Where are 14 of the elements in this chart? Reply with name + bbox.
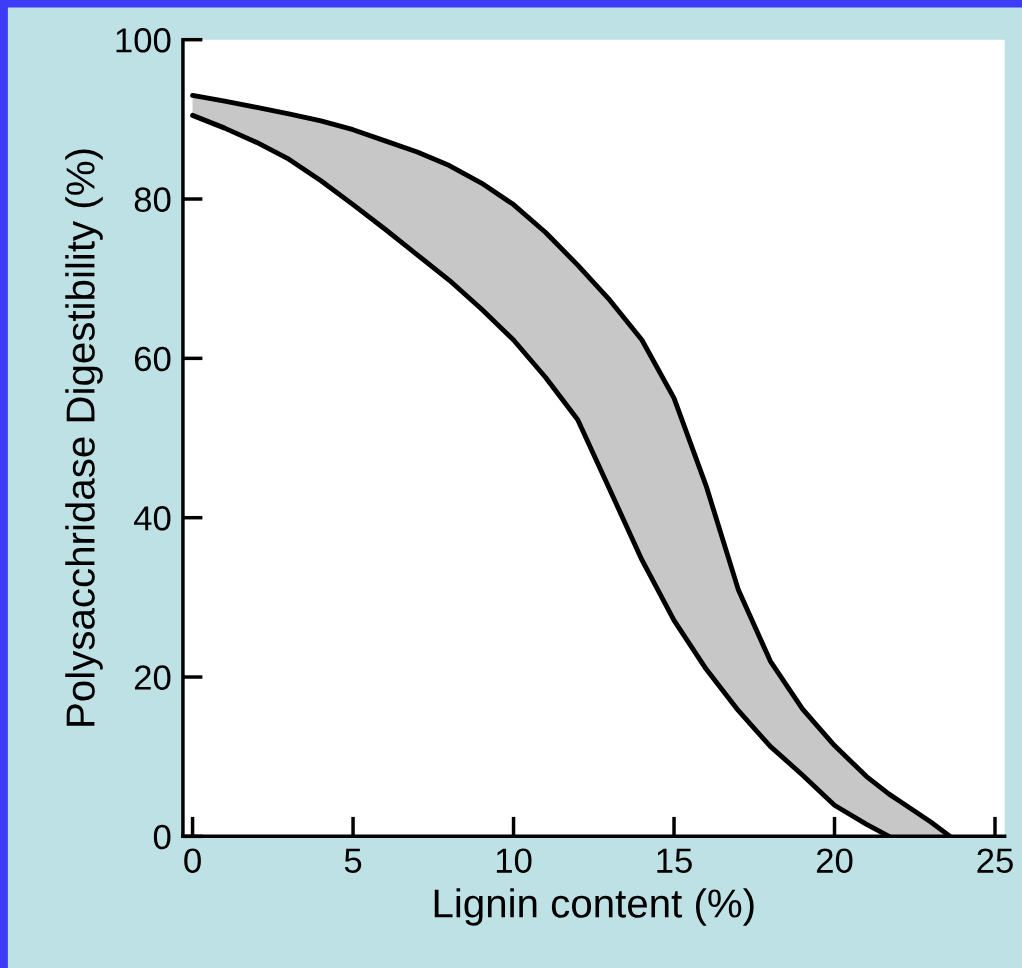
x-tick-label: 25 [977,848,1013,873]
y-tick-label: 80 [134,187,171,212]
x-tick-label: 10 [496,848,532,873]
y-tick-label: 0 [153,824,171,850]
x-tick-label: 20 [816,848,853,873]
x-tick-label: 5 [344,848,362,873]
y-tick-label: 20 [134,665,171,690]
x-axis-title: Lignin content (%) [434,888,754,926]
y-axis-title: Polysacchridase Digestibility (%) [65,149,103,726]
y-tick-label: 40 [134,506,171,531]
y-tick-label: 60 [134,346,171,372]
x-tick-label: 15 [657,848,692,873]
y-tick-label: 100 [116,28,171,53]
x-tick-label: 0 [184,848,201,873]
